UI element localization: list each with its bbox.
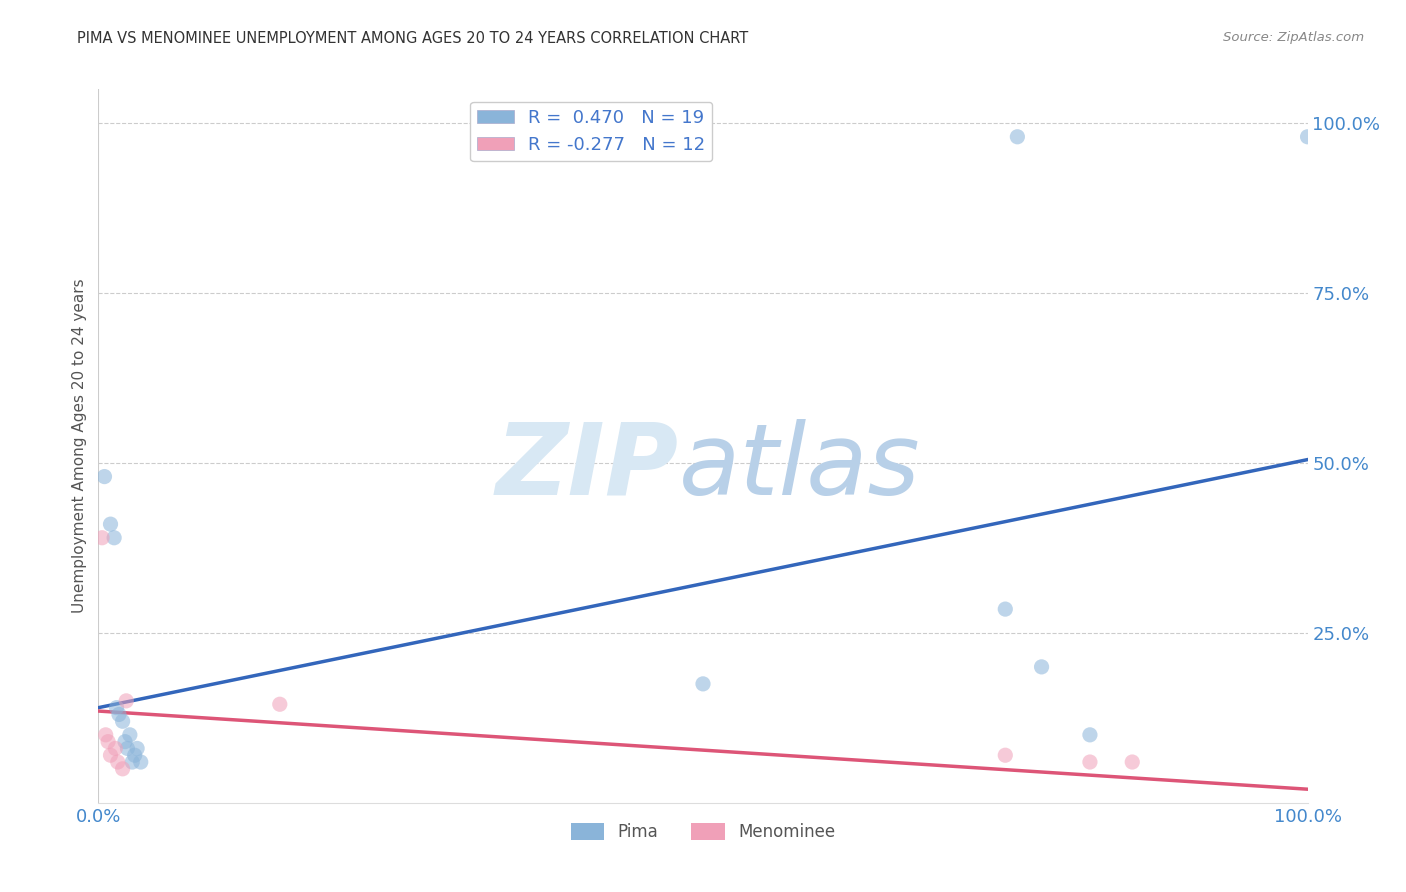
Point: [97, 734, 120, 748]
Y-axis label: Unemployment Among Ages 20 to 24 years: Unemployment Among Ages 20 to 24 years: [72, 278, 87, 614]
Point: [108, 707, 131, 722]
Point: [100, 517, 122, 532]
Point: [117, 741, 139, 756]
Legend: Pima, Menominee: Pima, Menominee: [564, 816, 842, 848]
Point: [129, 755, 152, 769]
Point: [1031, 660, 1053, 674]
Point: [121, 755, 143, 769]
Point: [93, 469, 115, 483]
Point: [994, 602, 1017, 616]
Point: [104, 741, 127, 756]
Point: [105, 700, 128, 714]
Text: ZIP: ZIP: [496, 419, 679, 516]
Point: [1121, 755, 1143, 769]
Point: [1078, 755, 1101, 769]
Point: [118, 728, 141, 742]
Point: [91, 531, 114, 545]
Text: atlas: atlas: [679, 419, 921, 516]
Point: [114, 734, 136, 748]
Point: [1007, 129, 1029, 144]
Text: Source: ZipAtlas.com: Source: ZipAtlas.com: [1223, 31, 1364, 45]
Point: [94, 728, 117, 742]
Point: [994, 748, 1017, 763]
Point: [124, 748, 146, 763]
Point: [269, 698, 291, 712]
Point: [127, 741, 149, 756]
Point: [111, 714, 134, 729]
Text: PIMA VS MENOMINEE UNEMPLOYMENT AMONG AGES 20 TO 24 YEARS CORRELATION CHART: PIMA VS MENOMINEE UNEMPLOYMENT AMONG AGE…: [77, 31, 748, 46]
Point: [100, 748, 122, 763]
Point: [692, 677, 714, 691]
Point: [1296, 129, 1319, 144]
Point: [115, 694, 138, 708]
Point: [1078, 728, 1101, 742]
Point: [107, 755, 129, 769]
Point: [103, 531, 125, 545]
Point: [111, 762, 134, 776]
